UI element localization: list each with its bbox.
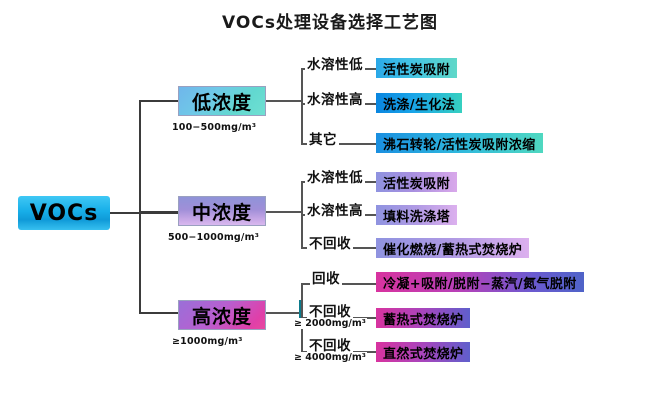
result-high-3-text: 直然式焚烧炉 bbox=[383, 346, 464, 362]
condition-low-3-text: 其它 bbox=[309, 132, 337, 148]
connector-trunk-to-mid bbox=[139, 211, 180, 213]
result-mid-3-text: 催化燃烧/蓄热式焚烧炉 bbox=[383, 242, 523, 258]
condition-high-3-text: 不回收 bbox=[309, 338, 351, 354]
result-low-1-text: 活性炭吸附 bbox=[383, 62, 451, 78]
condition-high-3-sub-text: ≥ 4000mg/m³ bbox=[294, 352, 366, 363]
condition-mid-2: 水溶性高 bbox=[305, 199, 365, 219]
node-level-mid[interactable]: 中浓度 bbox=[178, 196, 266, 226]
result-low-3-text: 沸石转轮/活性炭吸附浓缩 bbox=[383, 137, 536, 153]
connector-high-stem bbox=[266, 312, 302, 314]
node-vocs-root-label: VOCs bbox=[29, 200, 99, 226]
result-low-2[interactable]: 洗涤/生化法 bbox=[376, 93, 463, 113]
condition-low-1-text: 水溶性低 bbox=[307, 57, 363, 73]
result-high-1[interactable]: 冷凝+吸附/脱附−蒸汽/氮气脱附 bbox=[376, 272, 584, 292]
condition-high-1: 回收 bbox=[310, 267, 342, 287]
condition-mid-3-text: 不回收 bbox=[309, 236, 351, 252]
node-level-high-label: 高浓度 bbox=[191, 305, 252, 328]
result-high-1-text: 冷凝+吸附/脱附−蒸汽/氮气脱附 bbox=[383, 276, 577, 292]
connector-low-subtrunk bbox=[301, 68, 303, 144]
result-low-1[interactable]: 活性炭吸附 bbox=[376, 58, 458, 78]
condition-low-3: 其它 bbox=[307, 128, 339, 148]
node-level-low[interactable]: 低浓度 bbox=[178, 86, 266, 116]
range-caption-low: 100−500mg/m³ bbox=[172, 122, 256, 133]
page-title: VOCs处理设备选择工艺图 bbox=[222, 13, 438, 33]
condition-high-2-text: 不回收 bbox=[309, 304, 351, 320]
result-mid-2-text: 填料洗涤塔 bbox=[383, 209, 451, 225]
condition-high-2-sub-text: ≥ 2000mg/m³ bbox=[294, 318, 366, 329]
condition-mid-3: 不回收 bbox=[307, 232, 353, 252]
result-low-3[interactable]: 沸石转轮/活性炭吸附浓缩 bbox=[376, 133, 543, 153]
condition-high-3-sub: ≥ 4000mg/m³ bbox=[293, 352, 367, 363]
condition-high-2-sub: ≥ 2000mg/m³ bbox=[293, 318, 367, 329]
condition-high-2: 不回收 bbox=[307, 300, 353, 320]
connector-high-accent bbox=[299, 300, 301, 326]
result-low-2-text: 洗涤/生化法 bbox=[383, 97, 456, 113]
condition-mid-1-text: 水溶性低 bbox=[307, 170, 363, 186]
condition-low-1: 水溶性低 bbox=[305, 53, 365, 73]
result-mid-2[interactable]: 填料洗涤塔 bbox=[376, 205, 458, 225]
result-high-3[interactable]: 直然式焚烧炉 bbox=[376, 342, 471, 362]
condition-mid-2-text: 水溶性高 bbox=[307, 203, 363, 219]
condition-mid-1: 水溶性低 bbox=[305, 166, 365, 186]
connector-main-trunk bbox=[139, 101, 141, 313]
result-mid-1-text: 活性炭吸附 bbox=[383, 176, 451, 192]
result-high-2[interactable]: 蓄热式焚烧炉 bbox=[376, 308, 471, 328]
condition-high-3: 不回收 bbox=[307, 334, 353, 354]
node-level-mid-label: 中浓度 bbox=[191, 201, 252, 224]
result-mid-3[interactable]: 催化燃烧/蓄热式焚烧炉 bbox=[376, 238, 530, 258]
connector-mid-stem bbox=[266, 211, 302, 213]
node-level-low-label: 低浓度 bbox=[191, 91, 252, 114]
range-caption-low-text: 100−500mg/m³ bbox=[172, 122, 257, 133]
node-level-high[interactable]: 高浓度 bbox=[178, 300, 266, 330]
result-high-2-text: 蓄热式焚烧炉 bbox=[383, 312, 464, 328]
condition-high-1-text: 回收 bbox=[312, 271, 340, 287]
connector-low-stem bbox=[266, 100, 302, 102]
condition-low-2: 水溶性高 bbox=[305, 88, 365, 108]
connector-trunk-to-high bbox=[139, 312, 180, 314]
range-caption-high-text: ≥1000mg/m³ bbox=[172, 336, 243, 347]
range-caption-mid-text: 500−1000mg/m³ bbox=[168, 232, 260, 243]
node-vocs-root[interactable]: VOCs bbox=[18, 196, 110, 230]
result-mid-1[interactable]: 活性炭吸附 bbox=[376, 172, 458, 192]
range-caption-high: ≥1000mg/m³ bbox=[172, 336, 243, 347]
connector-root-stem bbox=[110, 212, 180, 214]
range-caption-mid: 500−1000mg/m³ bbox=[168, 232, 259, 243]
condition-low-2-text: 水溶性高 bbox=[307, 92, 363, 108]
connector-trunk-to-low bbox=[139, 100, 180, 102]
